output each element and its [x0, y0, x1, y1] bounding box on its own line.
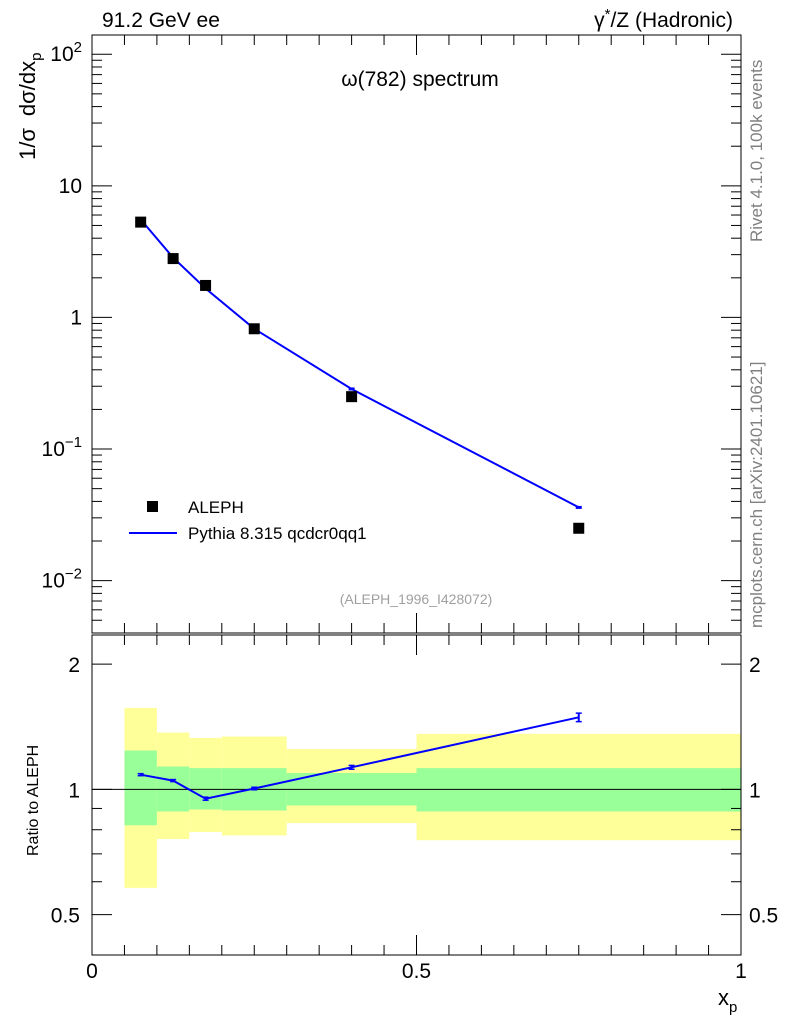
main-plot-area [92, 35, 741, 633]
aleph-data-point [248, 323, 260, 335]
main-y-axis-label: 1/σdσ/dxp [15, 53, 45, 160]
header-process-label: γ*/Z (Hadronic) [594, 6, 733, 32]
ratio-data-marks [137, 712, 582, 801]
x-tick-label: 1 [735, 960, 747, 983]
main-y-tick-label: 1 [70, 306, 82, 329]
aleph-data-point [573, 522, 585, 534]
ratio-inner-band [189, 768, 222, 810]
analysis-reference-label: (ALEPH_1996_I428072) [340, 591, 493, 607]
ratio-y-tick-label-left: 2 [68, 654, 80, 677]
ratio-mc-line [140, 716, 580, 800]
ratio-y-tick-label-left: 1 [68, 779, 80, 802]
main-frame [91, 34, 742, 634]
mcplots-label: mcplots.cern.ch [arXiv:2401.10621] [747, 362, 766, 628]
legend: ALEPH Pythia 8.315 qcdcr0qq1 [129, 498, 367, 543]
ratio-y-tick-label-left: 0.5 [51, 905, 80, 928]
main-axis-ticks [91, 35, 742, 634]
legend-aleph-label: ALEPH [188, 498, 244, 517]
aleph-data-point [200, 279, 212, 291]
ratio-y-tick-label-right: 0.5 [749, 905, 778, 928]
legend-pythia-label: Pythia 8.315 qcdcr0qq1 [188, 524, 367, 543]
aleph-data-point [167, 253, 179, 265]
rivet-version-label: Rivet 4.1.0, 100k events [747, 60, 766, 242]
ratio-inner-band [124, 750, 157, 826]
legend-aleph-marker [147, 501, 158, 512]
pythia-mc-line [139, 218, 580, 509]
x-axis-label: xp [718, 985, 737, 1016]
ratio-y-axis-label: Ratio to ALEPH [25, 745, 42, 856]
ratio-axis-ticks [91, 635, 742, 956]
aleph-data-point [135, 216, 147, 228]
main-y-tick-labels: 102 10 1 10−1 10−2 [42, 39, 82, 592]
ratio-frame [91, 634, 742, 956]
ratio-panel: 2 21 10.5 0.5 0 0.5 1 Ratio to ALEPH xp [25, 634, 778, 1016]
x-tick-label: 0 [86, 960, 98, 983]
ratio-x-tick-labels: 0 0.5 1 [86, 960, 747, 983]
header-energy-label: 91.2 GeV ee [102, 9, 220, 32]
main-data-marks [135, 216, 585, 534]
ratio-y-tick-labels: 2 2 1 1 0.5 0.5 [51, 654, 778, 928]
main-y-tick-label: 10 [59, 175, 82, 198]
aleph-data-point [346, 391, 358, 403]
main-y-tick-label: 10−2 [42, 566, 82, 593]
main-chart-title: ω(782) spectrum [341, 68, 499, 91]
main-y-tick-label: 102 [50, 39, 82, 66]
ratio-uncertainty-bands [124, 707, 741, 888]
main-panel: 102 10 1 10−1 10−2 ω(782) spectrum (ALEPH_19… [15, 34, 742, 634]
ratio-y-tick-label-right: 1 [749, 779, 761, 802]
main-y-tick-label: 10−1 [42, 434, 82, 461]
x-tick-label: 0.5 [402, 960, 431, 983]
ratio-y-tick-label-right: 2 [749, 654, 761, 677]
